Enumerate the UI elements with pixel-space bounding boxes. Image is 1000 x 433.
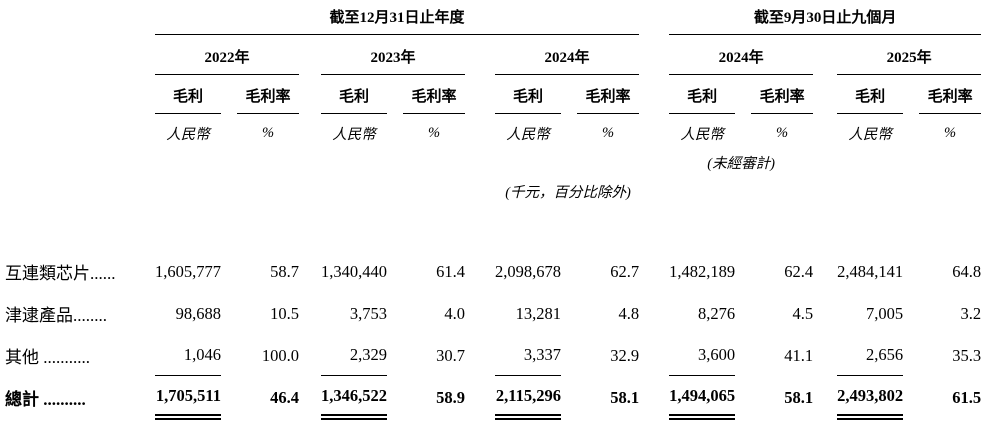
cell-value: 1,046 [155,333,221,376]
percent-label: % [427,125,441,141]
cell-value: 58.1 [784,387,814,407]
row-label-others: 其他 ........... [5,348,90,367]
currency-label: 人民幣 [166,127,210,143]
cell-value: 100.0 [261,345,299,365]
currency-label: 人民幣 [332,127,376,143]
cell-value: 7,005 [865,303,904,323]
period-header-nine-months: 截至9月30日止九個月 [669,4,982,35]
period-header-row: 截至12月31日止年度 截至9月30日止九個月 [5,4,982,35]
cell-value: 64.8 [952,261,982,281]
table-row-others: 其他 ........... 1,046 100.0 2,329 30.7 3,… [5,333,982,376]
gross-profit-header: 毛利 [669,74,736,114]
cell-value: 2,493,802 [837,375,904,420]
table-row-total: 總計 .......... 1,705,511 46.4 1,346,522 5… [5,375,982,420]
cell-value: 62.4 [784,261,814,281]
cell-value: 1,605,777 [155,261,221,281]
cell-value: 58.9 [436,387,465,407]
cell-value: 58.1 [610,387,640,407]
cell-value: 1,340,440 [321,261,387,281]
year-header-row: 2022年 2023年 2024年 2024年 2025年 [5,34,982,75]
cell-value: 35.3 [952,345,982,365]
scale-note-row: (千元，百分比除外) [5,174,981,203]
cell-value: 46.4 [270,387,299,407]
year-header-2023: 2023年 [321,34,465,75]
cell-value: 2,656 [837,333,904,376]
cell-value: 1,494,065 [669,375,736,420]
cell-value: 1,705,511 [155,375,221,420]
cell-value: 10.5 [270,303,299,323]
cell-value: 2,484,141 [837,261,904,281]
scale-note: (千元，百分比除外) [505,185,631,201]
gross-margin-header: 毛利率 [403,74,465,114]
percent-label: % [602,125,615,141]
cell-value: 4.0 [444,303,465,323]
cell-value: 62.7 [610,261,640,281]
year-header-2024-9m: 2024年 [669,34,814,75]
gross-profit-table: 截至12月31日止年度 截至9月30日止九個月 2022年 2023年 2024… [5,4,982,420]
spacer-row [5,203,981,249]
row-label-total: 總計 .......... [5,390,86,409]
gross-profit-header: 毛利 [321,74,387,114]
cell-value: 3.2 [960,303,982,323]
table-row-interconnect: 互連類芯片...... 1,605,777 58.7 1,340,440 61.… [5,249,981,291]
row-label-interconnect: 互連類芯片...... [5,264,116,283]
cell-value: 4.8 [618,303,640,323]
cell-value: 30.7 [436,345,465,365]
gross-margin-header: 毛利率 [751,74,814,114]
gross-margin-header: 毛利率 [919,74,982,114]
gross-profit-header: 毛利 [495,74,561,114]
cell-value: 98,688 [175,303,221,323]
year-header-2022: 2022年 [155,34,299,75]
unaudited-note: (未經審計) [707,156,775,172]
percent-label: % [776,125,789,141]
cell-value: 61.5 [952,387,982,407]
unit-header-row: 人民幣 % 人民幣 % 人民幣 % 人民幣 % 人民幣 % [5,114,981,146]
percent-label: % [944,125,957,141]
cell-value: 58.7 [270,261,299,281]
cell-value: 1,346,522 [321,375,387,420]
currency-label: 人民幣 [848,127,892,143]
currency-label: 人民幣 [680,127,724,143]
cell-value: 32.9 [610,345,640,365]
row-label-jintide: 津逮產品........ [5,306,107,325]
cell-value: 41.1 [784,345,814,365]
gross-profit-header: 毛利 [155,74,221,114]
cell-value: 8,276 [697,303,736,323]
cell-value: 61.4 [436,261,465,281]
cell-value: 3,753 [349,303,387,323]
table-row-jintide: 津逮產品........ 98,688 10.5 3,753 4.0 13,28… [5,291,981,333]
percent-label: % [261,125,275,141]
cell-value: 2,098,678 [495,261,561,281]
cell-value: 2,329 [321,333,387,376]
period-header-annual: 截至12月31日止年度 [155,4,640,35]
cell-value: 4.5 [792,303,814,323]
cell-value: 3,337 [495,333,561,376]
gross-profit-header: 毛利 [837,74,904,114]
metric-header-row: 毛利 毛利率 毛利 毛利率 毛利 毛利率 毛利 毛利率 毛利 毛利率 [5,74,982,114]
cell-value: 3,600 [669,333,736,376]
cell-value: 1,482,189 [669,261,736,281]
year-header-2024: 2024年 [495,34,640,75]
unaudited-note-row: (未經審計) [5,145,981,174]
cell-value: 2,115,296 [495,375,561,420]
year-header-2025-9m: 2025年 [837,34,982,75]
cell-value: 13,281 [515,303,561,323]
gross-margin-header: 毛利率 [577,74,640,114]
currency-label: 人民幣 [506,127,550,143]
gross-margin-header: 毛利率 [237,74,299,114]
